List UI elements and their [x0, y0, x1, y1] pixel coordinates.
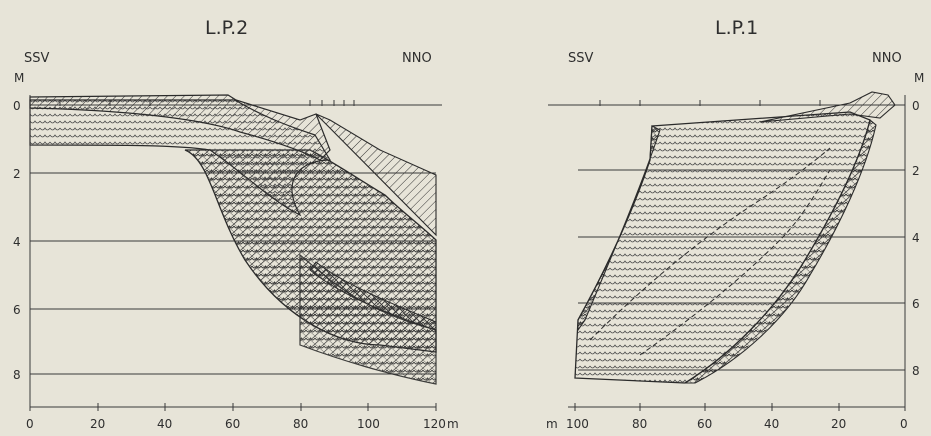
x-tick-label: 60: [697, 417, 712, 431]
x-tick-label: 120: [423, 417, 446, 431]
right-hatched-block: [315, 113, 437, 237]
x-tick-label: 40: [764, 417, 779, 431]
direction-right-label: NNO: [402, 51, 432, 66]
fault-band: [309, 261, 437, 331]
left-dense-rim: [577, 125, 661, 332]
direction-left-label: SSV: [24, 51, 50, 66]
right-dense-rim: [683, 119, 877, 384]
x-unit-label: m: [546, 417, 558, 431]
surface-hatched-wedge: [759, 91, 896, 123]
surface-hatched-layer: [29, 94, 331, 161]
surface-ticks: [599, 100, 821, 106]
direction-left-label: SSV: [568, 51, 594, 66]
depth-tick-label: 4: [13, 235, 21, 249]
x-unit-label: m: [447, 417, 459, 431]
x-tick-label: 100: [357, 417, 380, 431]
depth-unit-label: M: [14, 71, 24, 85]
x-axis-ticks: [574, 403, 906, 411]
x-tick-label: 40: [157, 417, 172, 431]
depth-tick-label: 4: [912, 231, 920, 245]
depth-tick-label: 6: [912, 297, 920, 311]
profile-lp2: L.P.2 SSV NNO M 0 2 4 6 8 0 20 4: [13, 17, 459, 431]
x-tick-label: 100: [566, 417, 589, 431]
inner-contact-line: [589, 147, 831, 341]
x-tick-label: 20: [90, 417, 105, 431]
depth-unit-label: M: [914, 71, 924, 85]
profile-title: L.P.1: [715, 17, 758, 39]
depth-tick-label: 8: [912, 364, 920, 378]
profile-title: L.P.2: [205, 17, 248, 39]
profile-lp1: L.P.1 SSV NNO M 0 2 4 6 8 m 100 80: [546, 17, 924, 431]
depth-tick-label: 6: [13, 303, 21, 317]
inner-contact-line: [639, 169, 831, 356]
depth-tick-label: 0: [912, 99, 920, 113]
x-tick-label: 20: [831, 417, 846, 431]
depth-tick-label: 0: [13, 99, 21, 113]
surface-ticks: [59, 100, 355, 106]
x-tick-label: 60: [225, 417, 240, 431]
direction-right-label: NNO: [872, 51, 902, 66]
x-tick-label: 80: [293, 417, 308, 431]
x-tick-label: 80: [632, 417, 647, 431]
depth-tick-label: 2: [13, 167, 21, 181]
depth-tick-label: 2: [912, 164, 920, 178]
x-tick-label: 0: [26, 417, 34, 431]
x-tick-label: 0: [900, 417, 908, 431]
depth-tick-label: 8: [13, 368, 21, 382]
